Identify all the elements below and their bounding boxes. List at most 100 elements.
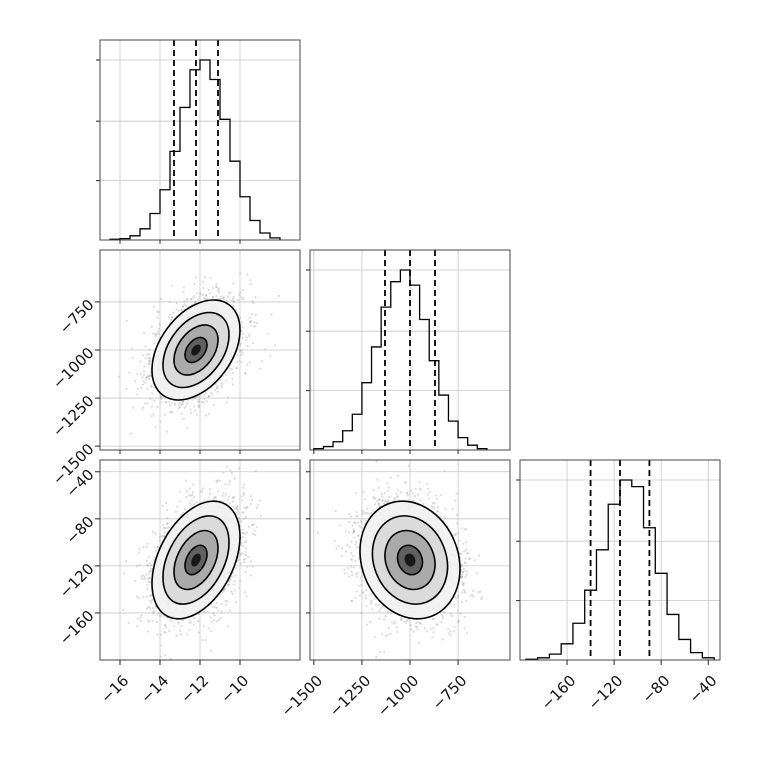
scatter-point (179, 633, 182, 636)
scatter-point (137, 597, 140, 600)
scatter-point (198, 395, 201, 398)
scatter-point (151, 599, 154, 602)
scatter-point (142, 373, 145, 376)
scatter-point (181, 305, 185, 308)
scatter-point (194, 276, 198, 279)
scatter-point (216, 384, 219, 388)
scatter-point (156, 545, 159, 549)
scatter-point (153, 399, 156, 402)
scatter-point (229, 298, 232, 301)
scatter-point (202, 625, 205, 628)
scatter-point (149, 564, 152, 567)
scatter-point (163, 535, 166, 538)
scatter-point (181, 403, 184, 406)
scatter-point (225, 401, 228, 404)
scatter-point (242, 493, 246, 496)
scatter-point (148, 348, 151, 351)
contour-line (173, 324, 219, 376)
scatter-point (205, 414, 208, 417)
scatter-point (169, 657, 172, 660)
scatter-p1-p3 (99, 459, 301, 661)
scatter-point (239, 552, 242, 556)
scatter-point (201, 639, 204, 642)
scatter-point (160, 395, 163, 398)
scatter-point (147, 605, 150, 609)
scatter-point (240, 543, 243, 546)
scatter-point (178, 500, 181, 503)
scatter-point (169, 619, 172, 622)
scatter-point (212, 403, 215, 406)
scatter-point (219, 295, 222, 298)
scatter-point (201, 491, 204, 494)
scatter-point (205, 294, 208, 297)
scatter-point (239, 344, 242, 347)
scatter-point (228, 480, 231, 483)
scatter-point (204, 639, 207, 642)
scatter-point (227, 396, 230, 399)
scatter-point (188, 628, 191, 632)
scatter-point (148, 360, 151, 363)
scatter-point (228, 583, 231, 586)
scatter-point (239, 316, 242, 319)
scatter-point (164, 401, 167, 404)
scatter-point (205, 392, 208, 395)
scatter-point (134, 380, 137, 383)
scatter-point (246, 565, 249, 568)
scatter-point (246, 273, 249, 276)
scatter-point (251, 498, 254, 501)
scatter-point (157, 311, 160, 314)
scatter-point (235, 366, 238, 370)
scatter-point (243, 506, 246, 509)
scatter-point (210, 391, 213, 394)
scatter-point (153, 556, 156, 559)
scatter-point (150, 325, 153, 328)
scatter-point (213, 496, 216, 499)
scatter-point (226, 625, 230, 628)
scatter-point (125, 387, 128, 390)
scatter-point (224, 373, 227, 376)
scatter-point (147, 555, 151, 558)
scatter-point (138, 551, 141, 554)
scatter-point (220, 386, 223, 389)
scatter-point (211, 606, 214, 609)
scatter-point (224, 599, 227, 603)
scatter-point (149, 374, 152, 377)
scatter-point (220, 382, 223, 385)
scatter-point (248, 361, 251, 364)
scatter-point (188, 618, 191, 621)
scatter-point (131, 406, 134, 409)
scatter-point (148, 562, 151, 565)
scatter-point (243, 541, 246, 544)
scatter-point (186, 490, 189, 493)
scatter-point (167, 526, 170, 529)
scatter-point (145, 376, 148, 379)
scatter-point (194, 300, 197, 303)
scatter-point (158, 539, 161, 542)
scatter-point (264, 348, 267, 351)
scatter-point (240, 295, 243, 298)
scatter-point (197, 296, 200, 299)
scatter-point (231, 371, 234, 374)
scatter-point (142, 406, 145, 409)
scatter-point (220, 603, 223, 606)
scatter-point (180, 403, 183, 406)
scatter-point (201, 487, 204, 490)
scatter-point (216, 490, 220, 493)
scatter-point (243, 561, 246, 564)
scatter-point (214, 496, 217, 499)
scatter-point (175, 634, 178, 637)
scatter-point (232, 496, 235, 499)
scatter-point (168, 411, 172, 414)
scatter-point (183, 303, 186, 306)
panel-frame (519, 459, 721, 661)
panels-layer (96, 39, 721, 661)
scatter-point (201, 400, 204, 403)
scatter-point (157, 333, 160, 336)
hist-p3 (516, 459, 721, 661)
scatter-point (153, 342, 156, 345)
scatter-point (226, 498, 229, 501)
scatter-point (228, 483, 231, 486)
scatter-point (203, 394, 206, 397)
scatter-point (143, 331, 146, 334)
scatter-point (221, 591, 224, 594)
